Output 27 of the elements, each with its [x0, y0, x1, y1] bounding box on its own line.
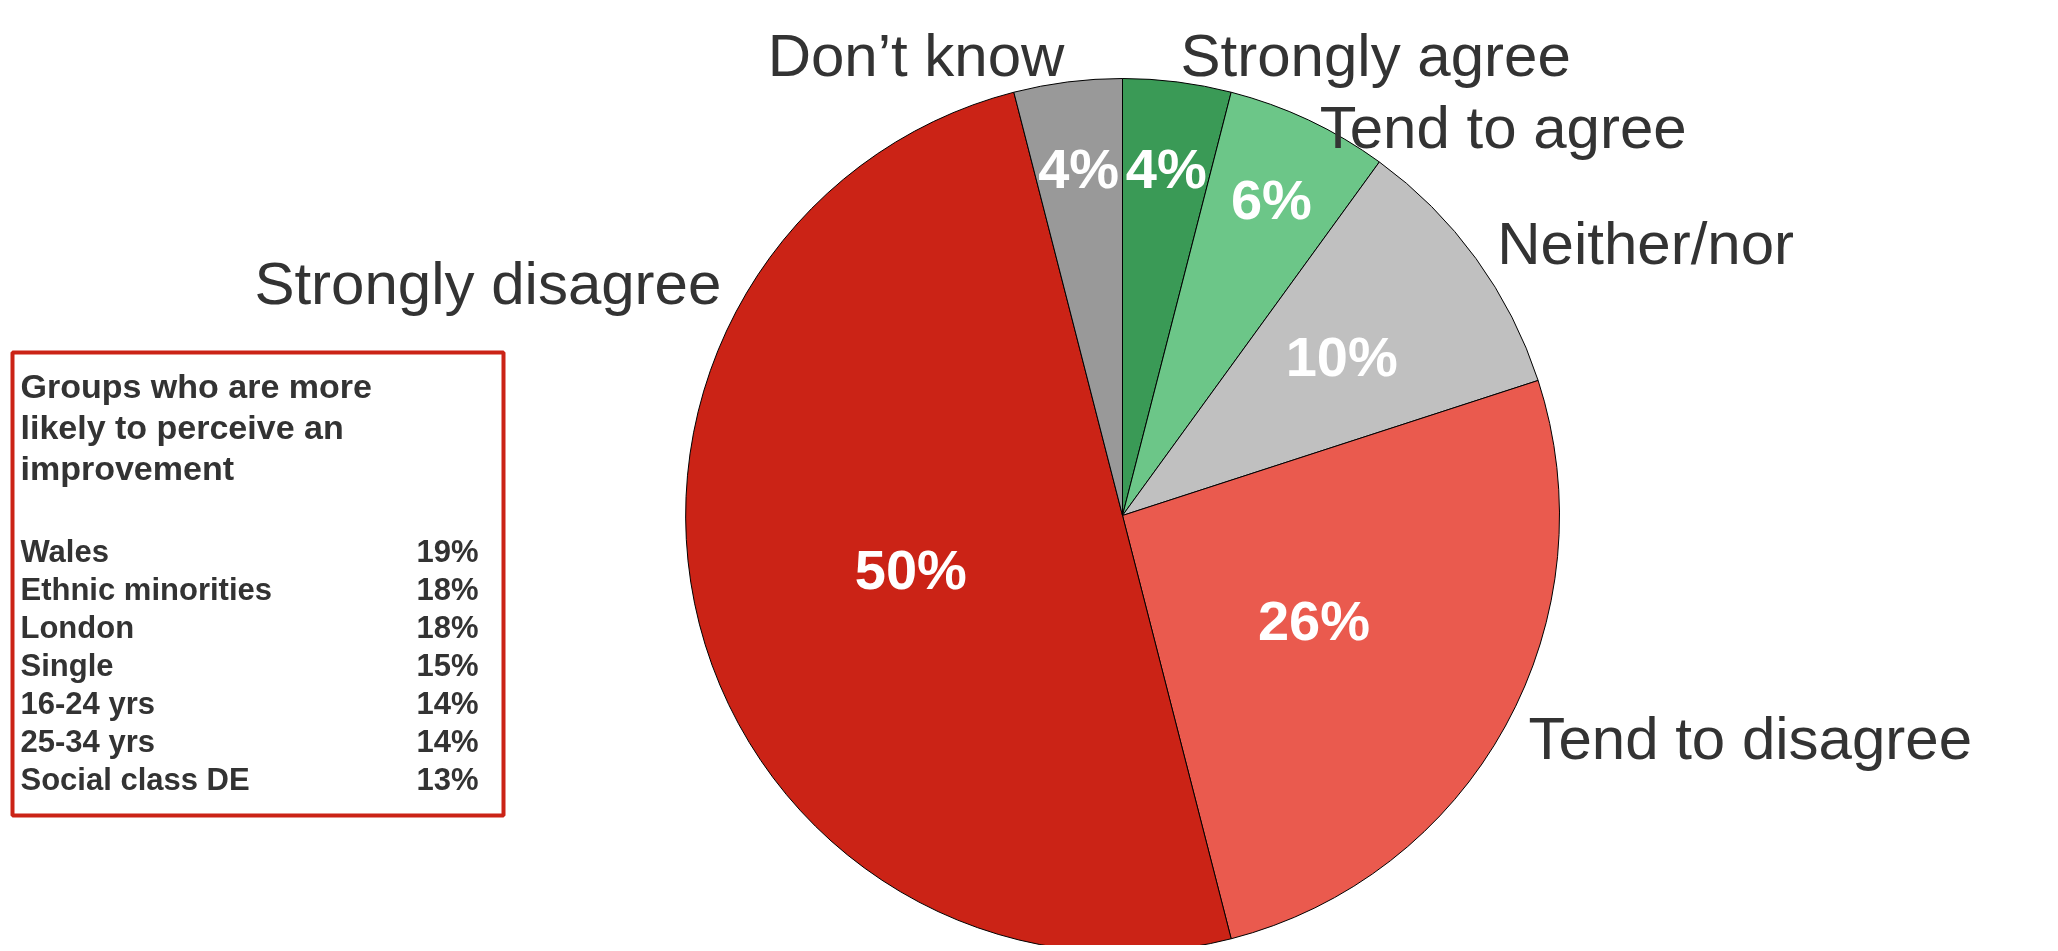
category-label: Ethnic minorities [20, 572, 272, 607]
text: Groups who are more likely to perceive an improvement [20, 366, 372, 487]
data-label: 14% [416, 724, 479, 759]
data-label: 18% [416, 572, 479, 607]
slice-label: Strongly disagree [254, 250, 722, 318]
data-label: 50% [854, 538, 967, 602]
data-label: 6% [1230, 167, 1312, 231]
category-label: Social class DE [20, 762, 250, 797]
data-label: 18% [416, 610, 479, 645]
data-label: 4% [1038, 137, 1120, 201]
data-label: 10% [1285, 324, 1398, 388]
data-label: 13% [416, 762, 479, 797]
data-label: 4% [1125, 137, 1207, 201]
slice-label: Tend to disagree [1528, 705, 1973, 773]
data-label: 14% [416, 686, 479, 721]
data-label: 26% [1257, 589, 1371, 653]
category-label: London [20, 610, 135, 645]
data-label: 15% [416, 648, 479, 683]
slice-label: Don’t know [767, 22, 1066, 90]
category-label: 16-24 yrs [20, 686, 155, 721]
category-label: Wales [20, 534, 109, 569]
slice-label: Tend to agree [1319, 94, 1687, 162]
category-label: 25-34 yrs [20, 724, 155, 759]
slice-label: Neither/nor [1497, 209, 1795, 277]
data-label: 19% [416, 534, 479, 569]
category-label: Single [20, 648, 114, 683]
slice-label: Strongly agree [1180, 22, 1571, 90]
